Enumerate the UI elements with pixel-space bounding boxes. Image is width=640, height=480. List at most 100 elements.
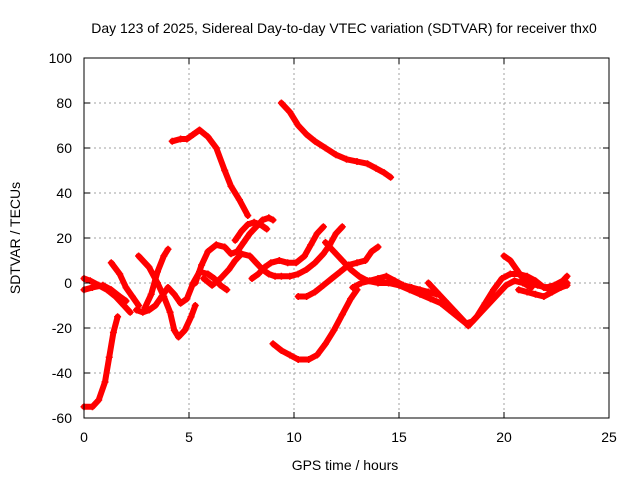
data-point [322, 239, 329, 246]
data-point [277, 99, 285, 107]
data-point [502, 281, 510, 289]
y-tick-label: 100 [49, 50, 73, 66]
data-point [265, 270, 273, 278]
y-tick-label: 0 [64, 275, 72, 291]
series-line [322, 239, 535, 327]
data-point [86, 277, 94, 285]
data-point [141, 304, 149, 312]
data-point [250, 218, 258, 226]
data-point [284, 259, 292, 267]
grid [84, 58, 609, 418]
data-point [294, 122, 302, 129]
data-point [450, 306, 458, 314]
series-arc-10 [200, 223, 346, 289]
data-point [166, 308, 174, 316]
series-line [270, 286, 360, 363]
series-arc-4 [107, 259, 143, 309]
data-point [122, 284, 130, 291]
data-point [191, 302, 199, 309]
data-point [269, 216, 277, 224]
data-point [238, 250, 245, 258]
data-point [164, 245, 172, 253]
x-tick-label: 15 [391, 429, 407, 445]
chart-title: Day 123 of 2025, Sidereal Day-to-day VTE… [91, 20, 597, 36]
series-arc-11 [231, 218, 271, 244]
data-point [107, 259, 115, 267]
data-point [231, 257, 239, 264]
data-point [244, 221, 252, 228]
data-point [105, 353, 113, 361]
data-point [225, 266, 233, 273]
data-point [221, 167, 229, 174]
data-point [177, 135, 185, 143]
data-point [154, 268, 161, 276]
data-point [170, 290, 178, 298]
data-point [177, 299, 185, 307]
data-point [332, 151, 340, 159]
data-point [183, 135, 191, 143]
data-point [416, 286, 424, 294]
data-point [364, 160, 371, 168]
data-point [248, 275, 256, 282]
data-point [494, 290, 502, 298]
data-point [238, 227, 245, 235]
data-point [122, 297, 130, 305]
data-point [347, 266, 355, 273]
data-point [116, 293, 124, 300]
series-arc-1 [80, 313, 122, 411]
series-line [200, 223, 346, 289]
data-point [534, 281, 542, 289]
data-point [525, 279, 533, 287]
data-point [240, 239, 248, 246]
data-point [277, 272, 285, 280]
data-point [107, 286, 115, 294]
data-point [357, 279, 365, 287]
data-series [80, 99, 571, 411]
data-point [343, 155, 350, 163]
data-point [433, 288, 441, 296]
data-point [286, 108, 294, 116]
data-point [189, 131, 197, 138]
data-point [261, 263, 269, 271]
data-point [563, 279, 571, 287]
series-arc-13 [277, 99, 395, 181]
data-point [313, 230, 321, 237]
data-point [252, 259, 260, 267]
data-point [368, 248, 376, 255]
data-point [128, 293, 136, 300]
series-line [81, 313, 121, 410]
data-point [168, 137, 176, 145]
series-arc-7 [141, 245, 172, 312]
data-point [158, 293, 166, 300]
data-point [223, 286, 231, 294]
data-point [399, 281, 407, 289]
data-point [557, 284, 565, 291]
data-point [506, 257, 514, 264]
series-line [278, 100, 394, 181]
y-axis-label: SDTVAR / TECUs [7, 182, 23, 294]
data-point [246, 252, 254, 260]
data-point [408, 284, 416, 291]
data-point [95, 396, 103, 404]
data-point [303, 266, 311, 273]
data-point [170, 326, 178, 334]
data-point [196, 126, 203, 134]
data-point [380, 169, 388, 177]
data-point [349, 284, 357, 291]
data-point [292, 259, 300, 267]
data-point [532, 290, 539, 298]
data-point [227, 250, 235, 258]
data-point [151, 302, 159, 309]
series-arc-14 [269, 286, 361, 363]
data-point [515, 286, 523, 294]
data-point [175, 333, 182, 341]
data-point [424, 288, 432, 296]
data-point [303, 131, 311, 138]
data-point [548, 288, 556, 296]
data-point [328, 275, 336, 282]
data-point [286, 351, 294, 359]
series-arc-15 [294, 243, 382, 300]
data-point [135, 252, 143, 260]
data-point [563, 272, 571, 280]
